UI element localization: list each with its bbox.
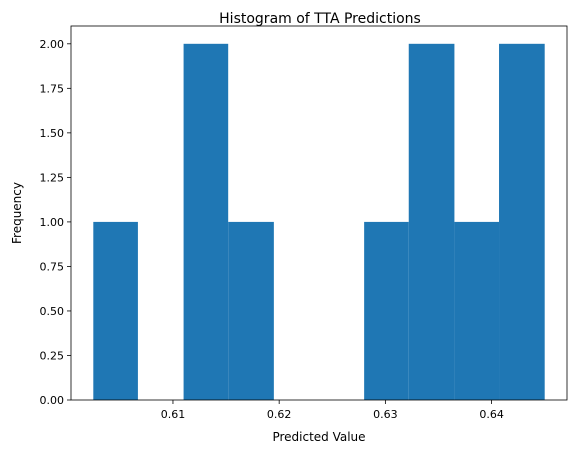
y-tick-label: 0.00	[40, 394, 65, 407]
histogram-bar-0	[93, 221, 138, 400]
y-tick-label: 0.50	[40, 305, 65, 318]
y-tick-label: 1.75	[40, 82, 65, 95]
plot-frame	[70, 25, 568, 401]
histogram-bar-2	[183, 43, 229, 401]
histogram-bar-9	[499, 43, 545, 401]
histogram-bar-7	[408, 43, 455, 401]
histogram-bar-3	[228, 221, 274, 400]
x-tick-label: 0.63	[373, 408, 398, 421]
x-axis-label: Predicted Value	[272, 430, 365, 444]
x-tick-label: 0.61	[161, 408, 186, 421]
histogram-bar-8	[454, 221, 500, 400]
chart-title: Histogram of TTA Predictions	[219, 11, 421, 27]
y-axis-label: Frequency	[10, 182, 24, 244]
y-tick-label: 1.25	[40, 171, 65, 184]
y-tick-label: 2.00	[40, 38, 65, 51]
y-axis-ticks: 0.00 0.25 0.50 0.75 1.00 1.25 1.50 1.75 2.00	[40, 38, 71, 407]
histogram-bar-6	[364, 221, 409, 400]
y-tick-label: 1.00	[40, 216, 65, 229]
x-tick-label: 0.62	[267, 408, 292, 421]
y-tick-label: 0.25	[40, 349, 65, 362]
y-tick-label: 1.50	[40, 127, 65, 140]
x-axis-ticks: 0.61 0.62 0.63 0.64	[161, 400, 504, 421]
bars-group	[93, 43, 545, 401]
y-tick-label: 0.75	[40, 260, 65, 273]
x-tick-label: 0.64	[479, 408, 504, 421]
